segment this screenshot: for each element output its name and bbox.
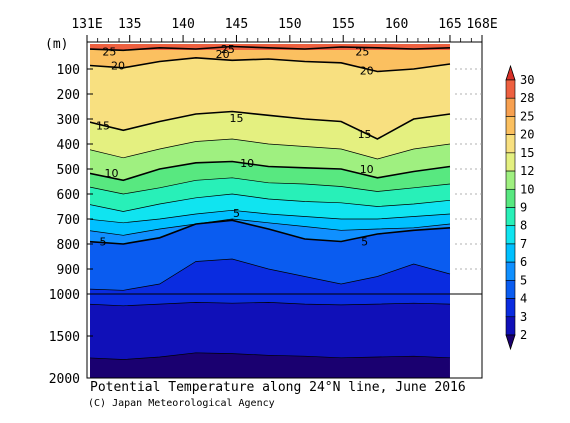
y-tick-label: 300 <box>57 113 80 128</box>
colorbar-swatch <box>505 97 516 117</box>
isotherm-15 <box>90 110 451 140</box>
contour-label: 15 <box>96 119 110 132</box>
x-tick-label: 140 <box>171 17 194 32</box>
colorbar: 30 28 25 20 15 12 10 9 8 7 6 5 4 3 2 <box>505 64 534 351</box>
isotherm-8 <box>90 193 451 212</box>
x-tick-label: 165 <box>438 17 461 32</box>
y-tick-label: 900 <box>57 263 80 278</box>
colorbar-swatch <box>505 243 516 263</box>
credit-text: (C) Japan Meteorological Agency <box>88 398 275 409</box>
contour-label: 15 <box>358 128 372 141</box>
x-tick-label: 145 <box>225 17 248 32</box>
colorbar-label: 6 <box>520 255 527 269</box>
colorbar-swatch <box>505 207 516 227</box>
y-tick-label: 600 <box>57 188 80 203</box>
colorbar-label: 3 <box>520 310 527 324</box>
x-tick-label: 135 <box>118 17 141 32</box>
colorbar-swatch <box>505 280 516 299</box>
x-tick-label: 168E <box>466 17 497 32</box>
colorbar-label: 12 <box>520 164 534 178</box>
isotherm-12 <box>90 138 451 160</box>
isotherm-4 <box>90 258 451 291</box>
y-tick-label: 100 <box>57 63 80 78</box>
fill-above-20 <box>90 44 450 72</box>
y-tick-label: 1000 <box>49 288 80 303</box>
isotherm-5 <box>90 219 451 245</box>
colorbar-top-arrow <box>505 64 516 81</box>
colorbar-label: 28 <box>520 91 534 105</box>
colorbar-swatch <box>505 298 516 318</box>
x-tick-label: 160 <box>385 17 408 32</box>
x-tick-label: 131E <box>71 17 102 32</box>
colorbar-swatch <box>505 152 516 172</box>
x-tick-label: 155 <box>331 17 354 32</box>
y-unit-label: (m) <box>45 37 68 52</box>
contour-labels: 252520252020151515101010555 <box>96 43 374 249</box>
colorbar-label: 25 <box>520 109 534 123</box>
isotherm-lines <box>90 45 451 360</box>
colorbar-label: 2 <box>520 328 527 342</box>
contour-label: 25 <box>221 43 235 56</box>
contour-label: 20 <box>360 64 374 77</box>
colorbar-swatch <box>505 134 516 154</box>
contour-label: 25 <box>102 46 116 59</box>
colorbar-swatch <box>505 261 516 281</box>
colorbar-swatch <box>505 116 516 135</box>
contour-label: 5 <box>233 207 240 220</box>
x-axis-ticks: 131E 135 140 145 150 155 160 165 168E <box>71 17 498 42</box>
colorbar-label: 10 <box>520 182 534 196</box>
isotherm-3 <box>90 302 451 307</box>
y-tick-label: 2000 <box>49 372 80 387</box>
colorbar-label: 9 <box>520 201 527 215</box>
colorbar-label: 15 <box>520 146 534 160</box>
contour-label: 20 <box>111 59 125 72</box>
colorbar-swatch <box>505 225 516 245</box>
colorbar-label: 20 <box>520 128 534 142</box>
y-axis-ticks: 100 200 300 400 500 600 700 800 900 1000 1500 2000 <box>49 63 482 387</box>
contour-label: 5 <box>100 236 107 249</box>
fill-warmest <box>90 44 450 50</box>
contour-label: 5 <box>361 236 368 249</box>
y-tick-label: 1500 <box>49 330 80 345</box>
y-tick-label: 500 <box>57 163 80 178</box>
y-tick-label: 800 <box>57 238 80 253</box>
contour-label: 20 <box>216 48 230 61</box>
isotherm-25 <box>90 45 451 52</box>
contour-label: 10 <box>105 167 119 180</box>
plot-frame <box>86 41 483 379</box>
isotherm-10 <box>90 160 451 182</box>
colorbar-label: 4 <box>520 292 527 306</box>
contour-label: 25 <box>355 46 369 59</box>
y-tick-label: 700 <box>57 213 80 228</box>
colorbar-swatch <box>505 188 516 208</box>
colorbar-bottom-arrow <box>505 334 516 351</box>
x-tick-label: 150 <box>278 17 301 32</box>
colorbar-label: 5 <box>520 273 527 287</box>
contour-label: 15 <box>229 112 243 125</box>
temperature-fill-layers <box>90 44 450 378</box>
colorbar-label: 30 <box>520 73 534 87</box>
y-tick-label: 200 <box>57 88 80 103</box>
contour-label: 10 <box>240 157 254 170</box>
colorbar-swatch <box>505 79 516 99</box>
colorbar-label: 8 <box>520 219 527 233</box>
colorbar-swatch <box>505 316 516 336</box>
colorbar-label: 7 <box>520 237 527 251</box>
isotherm-9 <box>90 177 451 195</box>
isotherm-7 <box>90 209 451 224</box>
colorbar-swatch <box>505 170 516 190</box>
y-tick-label: 400 <box>57 138 80 153</box>
isotherm-20 <box>90 56 451 73</box>
isotherm-6 <box>90 218 451 236</box>
isotherm-2 <box>90 352 451 360</box>
contour-label: 10 <box>360 163 374 176</box>
chart-title: Potential Temperature along 24°N line, J… <box>90 380 466 395</box>
